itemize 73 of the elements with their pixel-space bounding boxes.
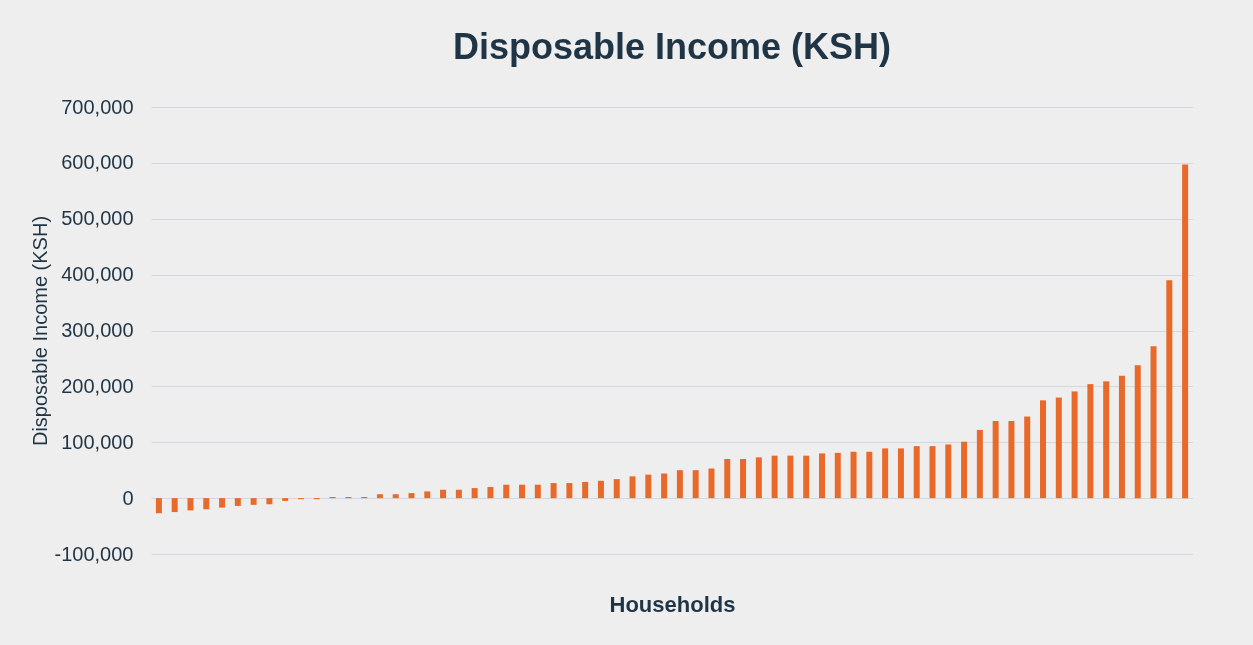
y-axis-title: Disposable Income (KSH)	[28, 215, 51, 447]
bar	[676, 470, 683, 499]
bar	[408, 493, 415, 499]
bar	[534, 484, 541, 499]
bar	[803, 455, 810, 499]
bar	[187, 498, 194, 511]
bar	[976, 429, 983, 499]
bar	[503, 484, 510, 499]
bar	[392, 494, 399, 499]
bar	[1182, 164, 1189, 499]
bar	[755, 457, 762, 499]
bar	[834, 452, 841, 499]
bar	[818, 453, 825, 499]
bar	[487, 486, 494, 499]
bar	[866, 451, 873, 499]
bar	[171, 498, 178, 513]
y-tick-label: -100,000	[54, 542, 134, 565]
bar	[471, 488, 478, 499]
bar	[992, 421, 999, 499]
bar	[1103, 381, 1110, 499]
bar	[234, 498, 241, 506]
bar	[376, 494, 383, 499]
bar	[913, 446, 920, 499]
bar	[582, 481, 589, 499]
bar	[455, 489, 462, 499]
bar	[424, 491, 431, 499]
bar	[1150, 346, 1157, 499]
bar	[282, 498, 289, 501]
bar	[771, 455, 778, 499]
bar	[219, 498, 226, 508]
bar	[787, 455, 794, 499]
bar	[250, 498, 257, 505]
bar	[708, 468, 715, 499]
y-tick-label: 0	[122, 486, 134, 509]
bar	[850, 451, 857, 499]
bar	[692, 470, 699, 499]
bar	[1040, 400, 1047, 499]
bar	[740, 459, 747, 499]
bar	[929, 446, 936, 499]
bar	[1055, 397, 1062, 499]
y-tick-label: 200,000	[61, 374, 134, 397]
bar	[550, 483, 557, 499]
x-axis-title: Households	[609, 591, 736, 617]
chart-title: Disposable Income (KSH)	[452, 26, 892, 67]
y-tick-label: 300,000	[61, 319, 134, 341]
y-tick-label: 600,000	[61, 151, 134, 174]
y-tick-label: 400,000	[61, 263, 134, 286]
bar	[203, 498, 210, 510]
bar	[1024, 416, 1031, 499]
bar	[613, 479, 620, 499]
bar	[882, 448, 889, 499]
bar	[266, 498, 273, 505]
bar	[961, 441, 968, 499]
bar	[519, 484, 526, 499]
y-tick-label: 500,000	[61, 207, 134, 230]
bar	[155, 498, 162, 514]
bar	[661, 473, 668, 499]
bar	[897, 448, 904, 499]
bar	[597, 480, 604, 499]
bar	[945, 444, 952, 499]
bar	[440, 489, 447, 499]
bar	[1008, 421, 1015, 499]
bar	[1166, 280, 1173, 499]
y-tick-label: 100,000	[61, 430, 134, 453]
bar	[1087, 384, 1094, 499]
bar	[1071, 391, 1078, 499]
bar	[1134, 365, 1141, 499]
bar	[1118, 375, 1125, 499]
bar	[724, 459, 731, 499]
y-tick-label: 700,000	[61, 95, 134, 118]
bar	[566, 483, 573, 499]
bar	[629, 476, 636, 499]
bar	[645, 474, 652, 499]
